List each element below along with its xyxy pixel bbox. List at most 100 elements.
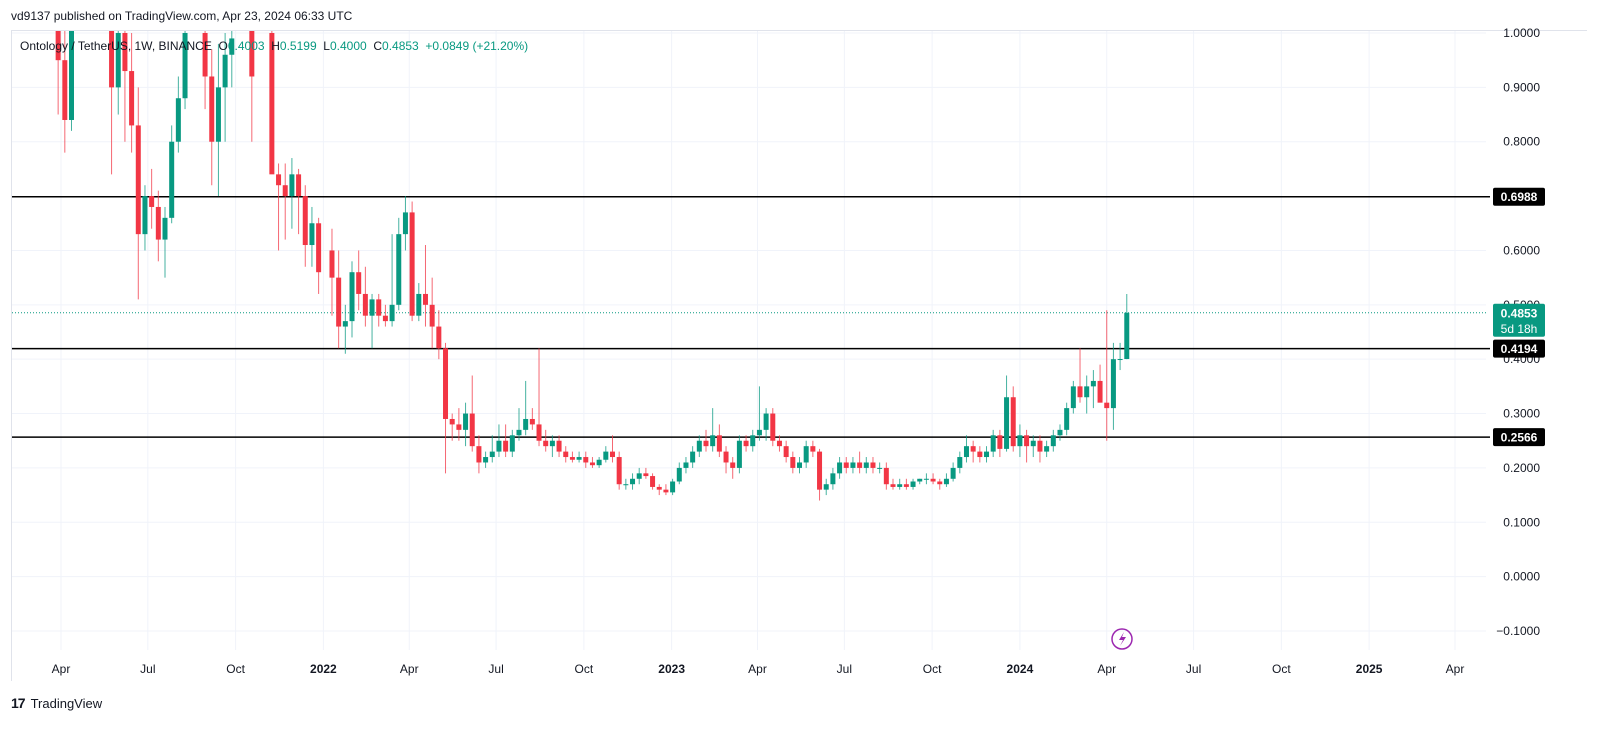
y-tick-label: 0.8000 — [1503, 135, 1540, 149]
candle-body — [930, 478, 936, 482]
level-price-badge — [1493, 339, 1545, 358]
last-price-badge — [1493, 303, 1545, 337]
candle-body — [396, 234, 402, 305]
y-tick-label: 0.6000 — [1503, 243, 1540, 257]
footer-brand[interactable]: 17 TradingView — [11, 695, 102, 711]
candle-body — [122, 33, 128, 72]
candle-body — [997, 435, 1003, 449]
candle-body — [302, 196, 308, 246]
tv-logo-icon: 17 — [11, 695, 26, 711]
candle-body — [549, 440, 555, 447]
x-tick-label: Oct — [575, 662, 594, 676]
candle-body — [155, 206, 161, 240]
y-tick-label: 1.0000 — [1503, 26, 1540, 40]
candle-body — [943, 478, 949, 485]
candle-body — [336, 277, 342, 327]
lightning-icon[interactable] — [1111, 628, 1133, 650]
candle-body — [837, 462, 843, 474]
candle-body — [790, 457, 796, 468]
candle-body — [716, 435, 722, 452]
symbol-name: Ontology / TetherUS, 1W, BINANCE — [20, 39, 212, 53]
price-labels: 0.6988 0.4194 0.2566 0.4853 5d 18h — [1493, 187, 1545, 447]
candle-body — [923, 478, 929, 480]
candle-body — [1070, 386, 1076, 409]
close-value: 0.4853 — [382, 39, 419, 53]
candle-body — [569, 457, 575, 460]
candle-body — [55, 31, 61, 61]
time-axis: Apr Jul Oct 2022 Apr Jul Oct 2023 Apr Jul Oct 2024 A… — [52, 662, 1465, 676]
low-label: L — [323, 39, 330, 53]
last-price-label: 0.4853 — [1501, 306, 1538, 320]
candle-body — [776, 440, 782, 447]
candle-body — [422, 293, 428, 305]
candle-body — [576, 457, 582, 460]
candle-body — [650, 476, 656, 487]
candle-body — [957, 457, 963, 468]
level-price-label: 0.6988 — [1501, 190, 1538, 204]
candle-body — [329, 250, 335, 278]
candle-body — [62, 60, 68, 120]
publish-attribution: vd9137 published on TradingView.com, Apr… — [11, 9, 353, 23]
candle-body — [449, 418, 455, 425]
grid-lines — [12, 31, 1486, 650]
candle-body — [129, 71, 135, 126]
symbol-legend[interactable]: Ontology / TetherUS, 1W, BINANCE O0.4003… — [20, 39, 528, 53]
x-tick-label: Oct — [923, 662, 942, 676]
candle-body — [182, 33, 188, 99]
candle-body — [857, 462, 863, 468]
candle-body — [142, 196, 148, 235]
candle-body — [630, 478, 636, 485]
candle-body — [656, 486, 662, 490]
candle-body — [1037, 440, 1043, 452]
candle-body — [797, 462, 803, 468]
candle-body — [1084, 386, 1090, 398]
candle-body — [877, 467, 883, 469]
candle-body — [730, 462, 736, 468]
candle-body — [903, 484, 909, 487]
level-price-label: 0.4194 — [1501, 342, 1538, 356]
candle-body — [1024, 435, 1030, 447]
low-value: 0.4000 — [329, 39, 367, 53]
candle-body — [763, 413, 769, 430]
candle-body — [723, 451, 729, 463]
y-tick-label: 0.2000 — [1503, 461, 1540, 475]
brand-name: TradingView — [30, 695, 103, 711]
candle-body — [115, 33, 121, 88]
candle-body — [109, 31, 115, 88]
candle-body — [917, 478, 923, 482]
candle-body — [616, 457, 622, 485]
close-label: C — [373, 39, 383, 53]
x-tick-label: Apr — [1097, 662, 1116, 676]
candle-body — [1117, 359, 1123, 361]
candle-body — [683, 462, 689, 468]
candle-body — [636, 473, 642, 479]
candle-body — [276, 174, 282, 186]
candle-body — [149, 196, 155, 207]
candle-body — [456, 424, 462, 430]
candle-body — [509, 435, 515, 452]
candle-body — [870, 462, 876, 468]
candle-body — [215, 87, 221, 142]
y-tick-label: 0.9000 — [1503, 80, 1540, 94]
x-tick-label: 2022 — [310, 662, 337, 676]
candle-body — [416, 293, 422, 316]
candle-body — [810, 446, 816, 452]
candle-body — [489, 451, 495, 458]
chart-frame — [11, 30, 1587, 681]
candle-body — [1050, 435, 1056, 447]
candle-body — [1077, 386, 1083, 398]
candle-body — [249, 31, 255, 77]
candle-body — [556, 440, 562, 452]
candle-body — [443, 348, 449, 419]
x-tick-label: Oct — [226, 662, 245, 676]
candle-body — [690, 451, 696, 463]
candle-body — [984, 451, 990, 458]
candle-body — [529, 418, 535, 425]
candle-body — [1090, 380, 1096, 387]
candle-body — [175, 98, 181, 142]
level-price-badge — [1493, 187, 1545, 206]
x-tick-label: Jul — [140, 662, 155, 676]
candle-body — [429, 304, 435, 327]
candle-body — [523, 418, 529, 430]
